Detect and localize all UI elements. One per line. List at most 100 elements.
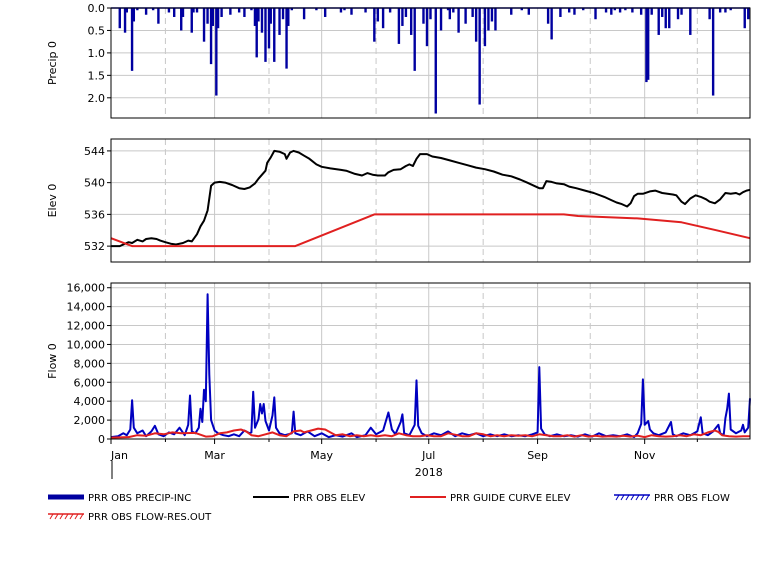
prr-obs-precip-inc-bar — [676, 8, 680, 20]
prr-obs-precip-inc-bar — [323, 8, 327, 17]
precip-ytick-label: 1.0 — [88, 47, 106, 60]
prr-obs-precip-inc-bar — [404, 8, 408, 17]
x-tick-label: Mar — [204, 449, 225, 462]
prr-obs-precip-inc-bar — [229, 8, 232, 15]
prr-obs-precip-inc-bar — [718, 8, 722, 13]
legend-swatch-hatch — [635, 494, 640, 501]
legend-entry: PRR OBS PRECIP-INC — [48, 493, 191, 504]
prr-obs-precip-inc-bar — [510, 8, 513, 15]
prr-obs-precip-inc-bar — [250, 8, 253, 11]
prr-obs-precip-inc-bar — [118, 8, 121, 29]
elev-panel: 532 536 540 544 Elev 0 — [46, 138, 751, 263]
prr-obs-precip-inc-bar — [350, 8, 353, 15]
prr-obs-precip-inc-bar — [302, 8, 306, 20]
prr-obs-precip-inc-bar — [747, 8, 750, 20]
flow-panel: 0 2,000 4,000 6,000 8,000 10,000 12,000 14,000 1… — [46, 282, 751, 446]
prr-obs-precip-inc-bar — [281, 8, 285, 20]
legend-entry: PRR OBS ELEV — [253, 493, 365, 504]
legend-swatch-hatch — [49, 513, 54, 520]
legend-entry: PRR GUIDE CURVE ELEV — [410, 493, 571, 504]
prr-obs-precip-inc-bar — [689, 8, 692, 35]
prr-obs-flow-res-out-line — [110, 427, 750, 439]
prr-obs-precip-inc-bar — [401, 8, 404, 26]
prr-obs-precip-inc-bar — [181, 8, 185, 17]
prr-obs-precip-inc-bar — [206, 8, 209, 24]
prr-obs-precip-inc-bar — [123, 8, 127, 33]
x-tick-label: Jul — [421, 449, 435, 462]
prr-obs-precip-inc-bar — [618, 8, 622, 13]
prr-obs-precip-inc-bar — [253, 8, 257, 26]
prr-obs-precip-inc-bar — [136, 8, 139, 11]
prr-obs-precip-inc-bar — [257, 8, 260, 22]
prr-obs-precip-inc-bar — [474, 8, 478, 42]
prr-obs-precip-inc-bar — [494, 8, 497, 31]
prr-obs-precip-inc-bar — [278, 8, 281, 35]
legend-swatch-hatch — [64, 513, 69, 520]
precip-ytick-label: 2.0 — [88, 92, 106, 105]
prr-obs-precip-inc-bar — [343, 8, 346, 11]
prr-obs-precip-inc-bar — [729, 8, 732, 11]
prr-obs-precip-inc-bar — [645, 8, 648, 83]
x-tick-label: Nov — [634, 449, 656, 462]
elev-ytick-label: 536 — [84, 208, 105, 221]
flow-frame — [110, 282, 751, 440]
precip-ytick-label: 1.5 — [88, 69, 106, 82]
prr-obs-precip-inc-bar — [664, 8, 667, 29]
prr-obs-precip-inc-bar — [425, 8, 429, 47]
prr-obs-precip-inc-bar — [132, 8, 136, 22]
legend-label: PRR OBS FLOW-RES.OUT — [88, 512, 212, 523]
legend: PRR OBS PRECIP-INC PRR OBS ELEV PRR GUIDE … — [48, 493, 730, 523]
prr-obs-precip-inc-bar — [639, 8, 643, 15]
prr-obs-precip-inc-bar — [409, 8, 413, 35]
prr-obs-precip-inc-bar — [285, 8, 288, 69]
prr-obs-precip-inc-bar — [209, 8, 213, 65]
prr-obs-precip-inc-bar — [339, 8, 343, 13]
elev-ytick-label: 544 — [84, 145, 105, 158]
prr-obs-precip-inc-bar — [215, 8, 218, 96]
prr-obs-precip-inc-bar — [243, 8, 246, 17]
prr-obs-precip-inc-bar — [429, 8, 432, 20]
prr-obs-precip-inc-bar — [464, 8, 467, 24]
prr-obs-precip-inc-bar — [397, 8, 401, 44]
prr-obs-precip-inc-bar — [550, 8, 553, 40]
prr-obs-precip-inc-bar — [237, 8, 241, 13]
prr-obs-precip-inc-bar — [613, 8, 617, 11]
precip-plot-bg — [111, 8, 750, 118]
prr-guide-curve-elev-line — [110, 213, 751, 248]
prr-obs-precip-inc-bar — [490, 8, 494, 22]
flow-ylabel: Flow 0 — [46, 343, 59, 379]
legend-swatch-hatch — [69, 513, 74, 520]
x-tick-label: May — [310, 449, 333, 462]
prr-obs-precip-inc-bar — [487, 8, 490, 31]
prr-obs-precip-inc-bar — [650, 8, 653, 15]
legend-swatch-hatch — [615, 494, 620, 501]
prr-obs-precip-inc-bar — [624, 8, 627, 11]
x-tick-label: Sep — [527, 449, 548, 462]
prr-obs-precip-inc-bar — [680, 8, 683, 15]
prr-obs-precip-inc-bar — [457, 8, 460, 33]
year-label: 2018 — [415, 466, 443, 479]
legend-swatch-hatch — [630, 494, 635, 501]
prr-obs-precip-inc-bar — [582, 8, 585, 11]
flow-ytick-label: 4,000 — [74, 395, 106, 408]
prr-obs-precip-inc-bar — [269, 8, 272, 24]
prr-obs-precip-inc-bar — [167, 8, 171, 13]
prr-obs-precip-inc-bar — [388, 8, 392, 13]
x-axis: Jan Mar May Jul Sep Nov 2018 — [110, 439, 698, 479]
prr-obs-precip-inc-bar — [287, 8, 290, 26]
prr-obs-precip-inc-bar — [434, 8, 437, 114]
prr-obs-precip-inc-bar — [376, 8, 380, 22]
prr-obs-precip-inc-bar — [220, 8, 223, 17]
legend-swatch-hatch — [79, 513, 84, 520]
precip-frame — [110, 7, 751, 119]
legend-swatch-hatch — [645, 494, 650, 501]
legend-entry: PRR OBS FLOW-RES.OUT — [48, 512, 212, 523]
legend-label: PRR GUIDE CURVE ELEV — [450, 493, 571, 504]
prr-obs-precip-inc-bar — [192, 8, 195, 13]
prr-obs-precip-inc-bar — [594, 8, 597, 20]
prr-obs-precip-inc-bar — [125, 8, 128, 13]
legend-label: PRR OBS ELEV — [293, 493, 365, 504]
prr-obs-precip-inc-bar — [364, 8, 367, 13]
precip-panel: 0.0 0.5 1.0 1.5 2.0 Precip 0 — [46, 2, 751, 119]
